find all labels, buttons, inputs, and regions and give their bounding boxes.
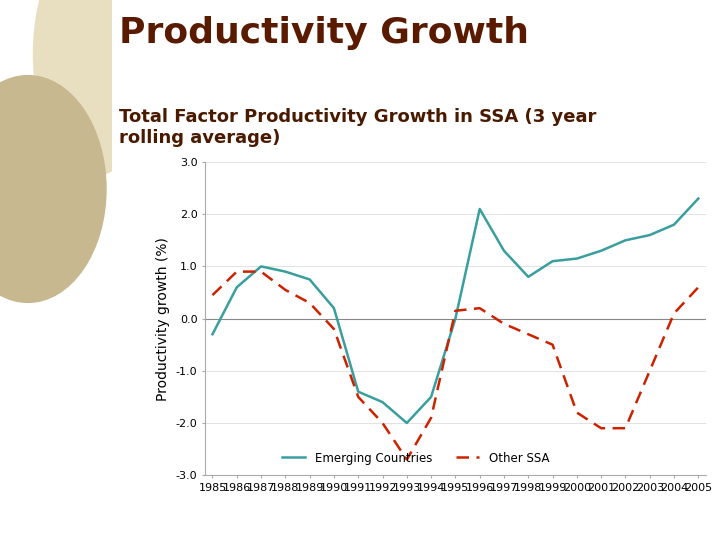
Legend: Emerging Countries, Other SSA: Emerging Countries, Other SSA <box>277 447 554 469</box>
Ellipse shape <box>0 76 106 302</box>
Text: Total Factor Productivity Growth in SSA (3 year
rolling average): Total Factor Productivity Growth in SSA … <box>119 108 596 147</box>
Y-axis label: Productivity growth (%): Productivity growth (%) <box>156 237 170 401</box>
Text: Productivity Growth: Productivity Growth <box>119 16 528 50</box>
Ellipse shape <box>33 0 156 176</box>
